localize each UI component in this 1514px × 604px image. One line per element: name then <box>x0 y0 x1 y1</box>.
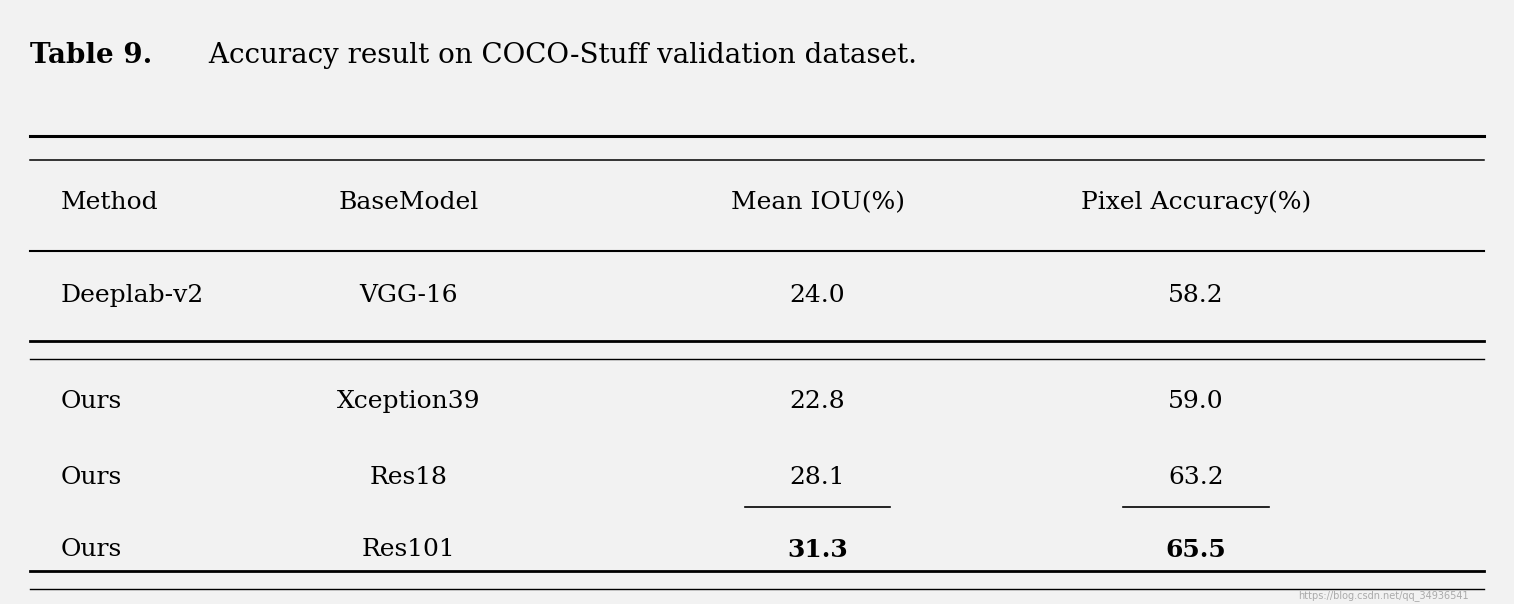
Text: 59.0: 59.0 <box>1169 390 1223 413</box>
Text: 24.0: 24.0 <box>790 284 845 307</box>
Text: 28.1: 28.1 <box>790 466 845 489</box>
Text: Xception39: Xception39 <box>338 390 480 413</box>
Text: 31.3: 31.3 <box>787 538 848 562</box>
Text: https://blog.csdn.net/qq_34936541: https://blog.csdn.net/qq_34936541 <box>1297 590 1469 601</box>
Text: Res18: Res18 <box>369 466 448 489</box>
Text: Mean IOU(%): Mean IOU(%) <box>731 191 904 214</box>
Text: 63.2: 63.2 <box>1169 466 1223 489</box>
Text: Ours: Ours <box>61 390 121 413</box>
Text: Method: Method <box>61 191 157 214</box>
Text: 65.5: 65.5 <box>1166 538 1226 562</box>
Text: Accuracy result on COCO-Stuff validation dataset.: Accuracy result on COCO-Stuff validation… <box>200 42 917 69</box>
Text: Table 9.: Table 9. <box>30 42 153 69</box>
Text: 22.8: 22.8 <box>790 390 845 413</box>
Text: VGG-16: VGG-16 <box>359 284 459 307</box>
Text: Ours: Ours <box>61 466 121 489</box>
Text: BaseModel: BaseModel <box>339 191 478 214</box>
Text: 58.2: 58.2 <box>1169 284 1223 307</box>
Text: Ours: Ours <box>61 538 121 561</box>
Text: Deeplab-v2: Deeplab-v2 <box>61 284 204 307</box>
Text: Pixel Accuracy(%): Pixel Accuracy(%) <box>1081 191 1311 214</box>
Text: Res101: Res101 <box>362 538 456 561</box>
